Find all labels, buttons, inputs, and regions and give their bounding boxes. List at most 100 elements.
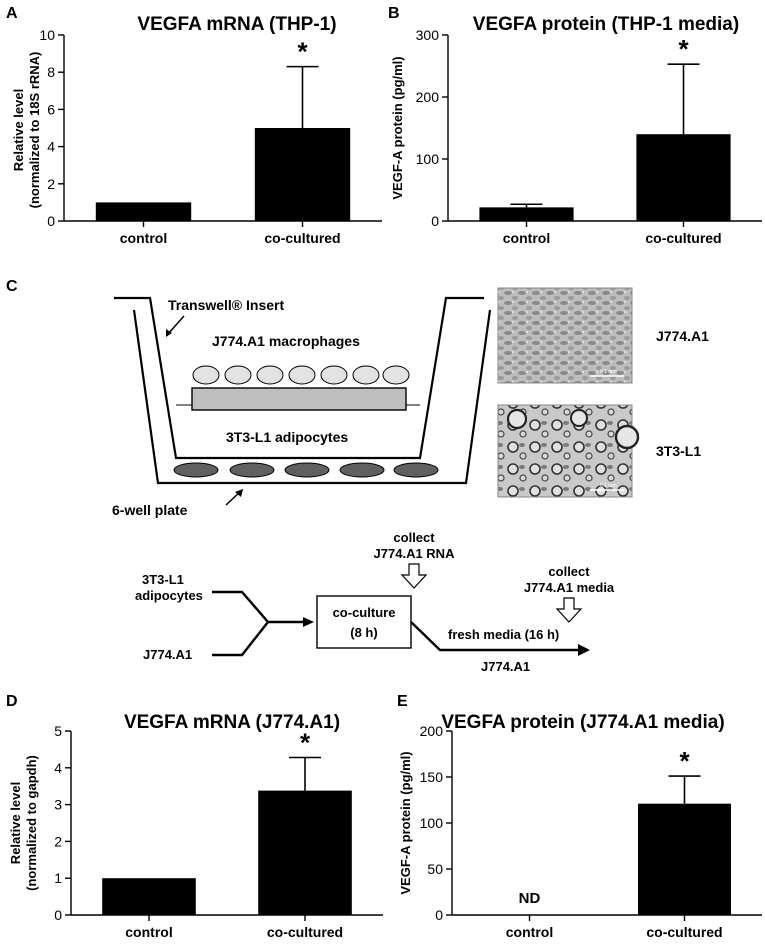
panel-label-b: B [388,5,400,22]
insert-membrane [191,387,407,411]
adipocyte-cell [173,462,219,478]
incubation-arrow-head [578,644,590,656]
panel-label-c: C [6,278,18,295]
plate-pointer-head [235,489,243,497]
panel-label-a: A [6,5,18,22]
y-tick-label: 50 [427,861,443,877]
y-tick-label: 4 [47,139,55,155]
y-tick-label: 2 [54,833,62,849]
y-tick-label: 200 [416,89,440,105]
chart-e: VEGFA protein (J774.A1 media) VEGF-A prot… [398,712,762,940]
y-tick-label: 100 [420,815,444,831]
collect-rna-line2: J774.A1 RNA [374,546,456,561]
x-tick-label: co-cultured [267,924,343,940]
y-axis-label-line1: Relative level [8,782,23,864]
significance-marker: * [300,727,311,757]
incubation-sub-label: J774.A1 [481,659,530,674]
bar [479,207,574,221]
x-tick-label: co-cultured [264,230,340,246]
x-tick-label: co-cultured [645,230,721,246]
scale-bar-2-label: 0.1 mm [600,483,617,489]
coculture-box [316,595,412,649]
transwell-pointer [167,315,185,335]
panel-label-d: D [6,693,18,710]
chart-title: VEGFA protein (THP-1 media) [473,14,739,35]
chart-title: VEGFA mRNA (J774.A1) [124,712,340,733]
adipocyte-cells [173,462,439,478]
macrophage-cell [320,365,348,385]
y-tick-label: 0 [54,907,62,923]
y-axis-label-line1: VEGF-A protein (pg/ml) [398,751,413,894]
x-tick-label: co-cultured [646,924,722,940]
adipocyte-cell [229,462,275,478]
micrograph-j774-image [497,287,633,384]
collect-media-line2: J774.A1 media [524,580,615,595]
adipocyte-droplet [570,409,588,427]
y-axis-label-line1: VEGF-A protein (pg/ml) [390,56,405,199]
y-axis-label: VEGF-A protein (pg/ml) [398,751,413,894]
y-tick-label: 8 [47,64,55,80]
y-tick-label: 0 [431,213,439,229]
transwell-pointer-head [166,329,172,337]
panel-label-e: E [397,693,408,710]
y-tick-label: 6 [47,101,55,117]
merge-line-bottom [212,621,269,657]
y-tick-label: 4 [54,760,62,776]
y-tick-label: 3 [54,797,62,813]
chart-title: VEGFA mRNA (THP-1) [137,14,336,35]
collect-rna-line1: collect [393,530,435,545]
y-tick-label: 1 [54,870,62,886]
y-tick-label: 2 [47,176,55,192]
y-axis-label-line1: Relative level [11,89,26,171]
macrophages-label: J774.A1 macrophages [212,333,360,349]
y-axis-label: Relative level(normalized to 18S rRNA) [11,52,42,209]
chart-title: VEGFA protein (J774.A1 media) [441,712,724,733]
bar [95,202,192,221]
bar [254,128,351,221]
adipocyte-cell [284,462,330,478]
adipocyte-droplet [614,424,640,450]
plate-label: 6-well plate [112,502,188,518]
y-axis-label-line2: (normalized to 18S rRNA) [27,52,42,209]
macrophage-cell [256,365,284,385]
x-tick-label: control [506,924,553,940]
macrophage-cell [192,365,220,385]
y-tick-label: 200 [420,723,444,739]
significance-marker: * [679,746,690,776]
merge-line-top [212,590,269,623]
x-tick-label: control [125,924,172,940]
bar [258,790,352,915]
input-3t3-label-line2: adipocytes [135,588,203,603]
y-tick-label: 0 [47,213,55,229]
micrograph-j774: 0.1 mm J774.A1 [497,287,709,384]
scale-bar-1-label: 0.1 mm [600,369,617,375]
adipocyte-cell [339,462,385,478]
macrophage-cell [224,365,252,385]
not-detected-label: ND [519,890,541,907]
merge-arrow-head [303,617,314,627]
y-tick-label: 300 [416,27,440,43]
chart-d: VEGFA mRNA (J774.A1) Relative level(norma… [8,712,383,940]
x-tick-label: control [503,230,550,246]
y-axis-label: Relative level(normalized to gapdh) [8,755,39,891]
transwell-label: Transwell® Insert [168,297,284,313]
y-tick-label: 0 [435,907,443,923]
micrograph-j774-label: J774.A1 [656,328,709,344]
protocol-flow: 3T3-L1 adipocytes J774.A1 co-culture (8 … [135,530,615,674]
y-tick-label: 5 [54,723,62,739]
x-tick-label: control [120,230,167,246]
y-tick-label: 10 [39,27,55,43]
macrophage-cell [288,365,316,385]
coculture-box-line1: co-culture [333,605,396,620]
macrophage-cell [352,365,380,385]
adipocyte-cell [393,462,439,478]
macrophage-cells [192,365,410,385]
well-wall [114,296,484,460]
y-tick-label: 150 [420,769,444,785]
plate-wall [132,309,492,485]
coculture-box-line2: (8 h) [350,625,377,640]
bar [638,803,731,915]
y-tick-label: 100 [416,151,440,167]
input-3t3-label-line1: 3T3-L1 [142,572,184,587]
